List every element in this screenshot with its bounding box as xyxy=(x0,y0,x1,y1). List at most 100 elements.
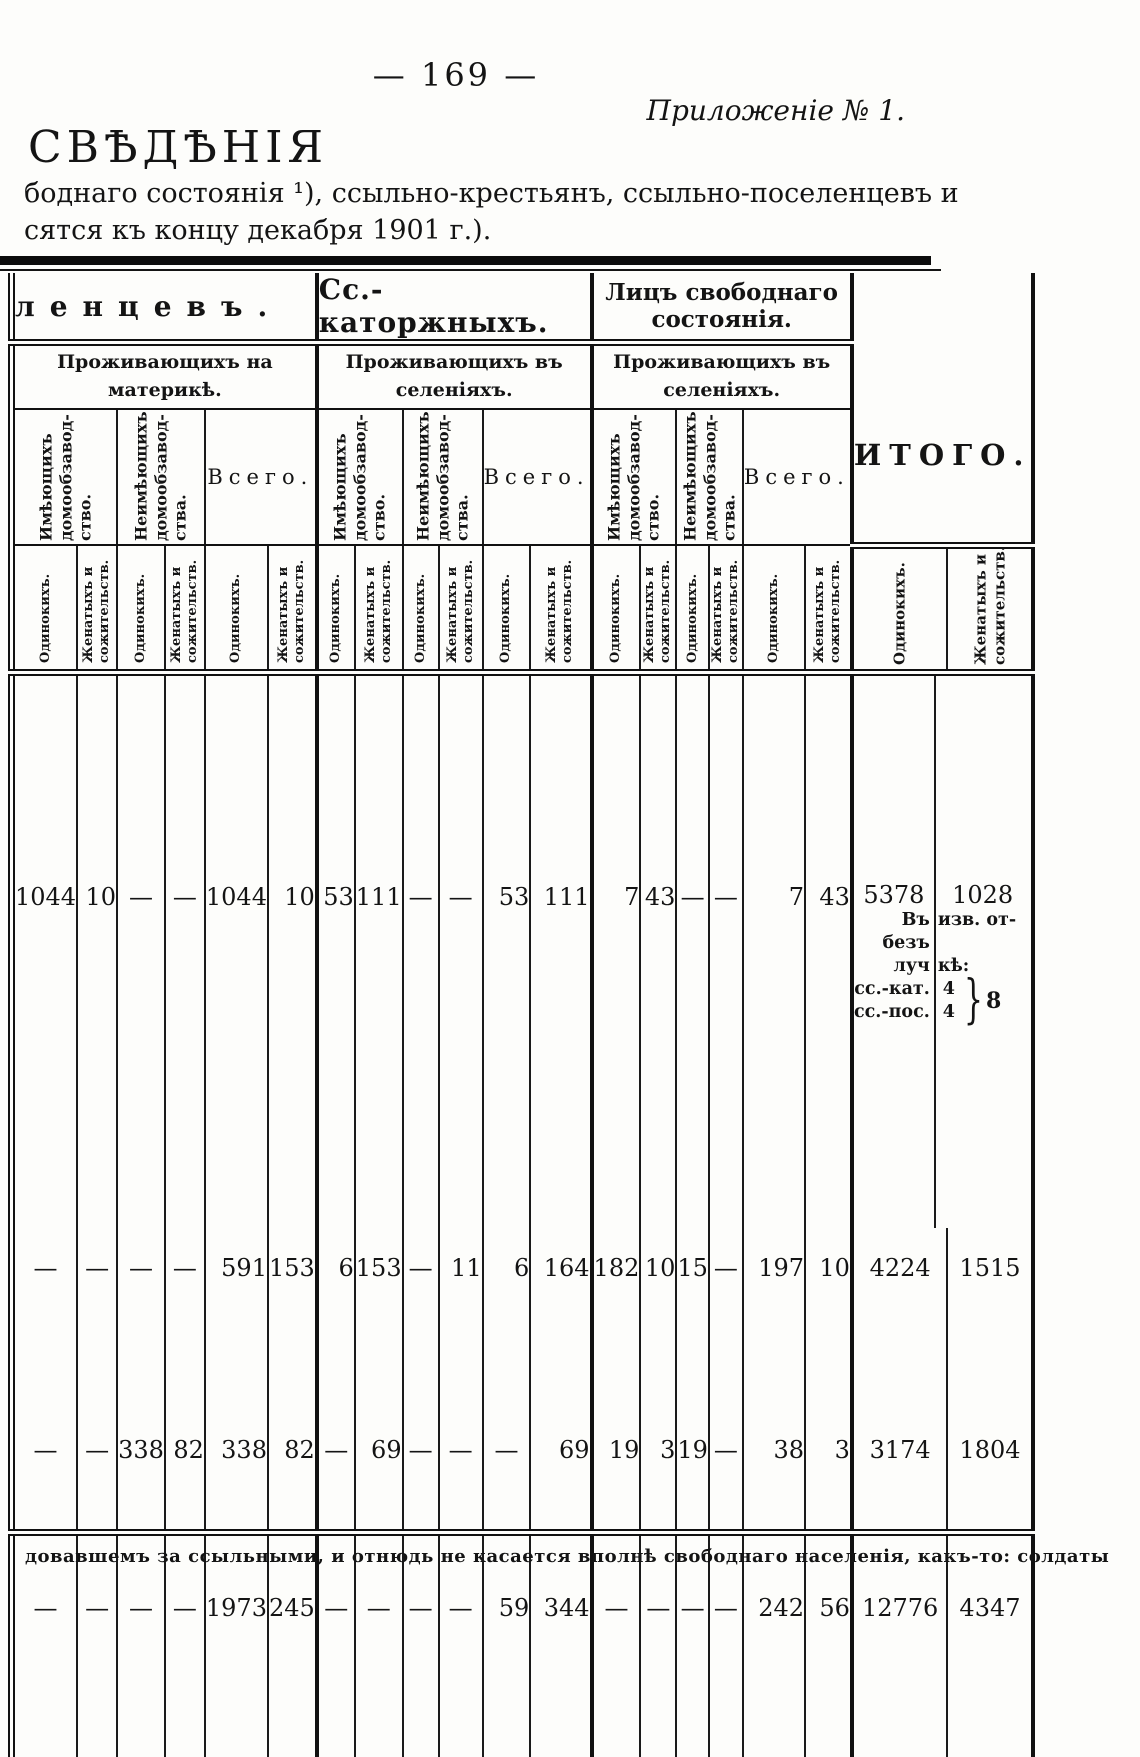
single-header: Одинокихъ. xyxy=(116,545,165,676)
cell: — xyxy=(163,1528,205,1757)
table-row: — — 338 82 338 82 — 69 — — — 69 19 3 19 … xyxy=(12,1403,1034,1532)
marital-status-row: Одинокихъ. Женатыхъ и сожительств. Одинок… xyxy=(11,545,1034,676)
cell: — xyxy=(707,1528,743,1757)
subtotal-header: Всего. xyxy=(481,409,592,546)
cell: 69 xyxy=(529,1403,592,1532)
table-row: — — — — 591 153 6 153 — 11 6 164 182 10 … xyxy=(12,1227,1034,1404)
group-settlers-header: ленцевъ. xyxy=(11,273,317,346)
cell: — xyxy=(401,1403,439,1532)
cell: — xyxy=(675,672,709,1228)
married-header: Женатыхъ и сожительств. xyxy=(353,545,403,676)
cell: 4224 xyxy=(849,1227,948,1404)
cell: 10 xyxy=(639,1227,677,1404)
group-free-status-line1: Лицъ свободнаго xyxy=(605,278,838,306)
total-cell-with-note: 5378 1028 Въ безъ изв. от- луч кѣ: сс.-кат… xyxy=(849,672,1034,1228)
cell: 1044 xyxy=(203,672,268,1228)
cell: — xyxy=(116,1227,165,1404)
cell: 53 xyxy=(481,672,531,1228)
cell: 59 xyxy=(481,1528,531,1757)
cell: 1804 xyxy=(946,1403,1034,1532)
cell: 69 xyxy=(353,1403,403,1532)
single-header: Одинокихъ. xyxy=(401,545,439,676)
cell: — xyxy=(675,1528,709,1757)
annex-label: Приложеніе № 1. xyxy=(646,94,905,127)
cell: 1515 xyxy=(946,1227,1034,1404)
cell: 43 xyxy=(639,672,677,1228)
cell: 1973 xyxy=(203,1528,268,1757)
intro-line-2: сятся къ концу декабря 1901 г.). xyxy=(24,215,492,246)
cell: 344 xyxy=(529,1528,592,1757)
cell: 3 xyxy=(804,1403,852,1532)
cell: — xyxy=(76,1403,118,1532)
absence-total: 8 xyxy=(985,987,1002,1014)
cell: 38 xyxy=(741,1403,806,1532)
cell: 242 xyxy=(741,1528,806,1757)
cell: 19 xyxy=(675,1403,709,1532)
cell: — xyxy=(437,1403,483,1532)
cell: — xyxy=(163,1227,205,1404)
statistics-table: ленцевъ. Сс.-каторжныхъ. Лицъ свободнаго… xyxy=(8,273,1036,1757)
having-household-header: Имѣющихъ домообзавод-ство. xyxy=(589,409,677,546)
subtotal-header: Всего. xyxy=(741,409,852,546)
cell: 6 xyxy=(314,1227,355,1404)
cell: 7 xyxy=(741,672,806,1228)
residence-villages-header-1: Проживающихъ въ селеніяхъ. xyxy=(314,342,592,410)
single-header: Одинокихъ. xyxy=(481,545,531,676)
cell: 245 xyxy=(266,1528,317,1757)
married-header: Женатыхъ и сожительств. xyxy=(163,545,205,676)
cell: — xyxy=(437,672,483,1228)
totals-row: — — — — 1973 245 — — — — 59 344 — — — — … xyxy=(11,1528,1034,1757)
single-header: Одинокихъ. xyxy=(314,545,355,676)
married-header: Женатыхъ и сожительств. xyxy=(529,545,592,676)
married-header: Женатыхъ и сожительств. xyxy=(946,545,1034,676)
cell: 12776 xyxy=(849,1528,948,1757)
cell: — xyxy=(163,672,205,1228)
intro-line-1: боднаго состоянія ¹), ссыльно-крестьянъ,… xyxy=(24,178,959,209)
brace-glyph: } xyxy=(963,969,983,1032)
married-header: Женатыхъ и сожительств. xyxy=(76,545,118,676)
residence-mainland-line2: материкѣ. xyxy=(108,379,222,401)
cell: — xyxy=(33,1253,58,1282)
married-header: Женатыхъ и сожительств. xyxy=(639,545,677,676)
residence-mainland-line1: Проживающихъ на xyxy=(57,351,273,374)
single-header: Одинокихъ. xyxy=(11,545,78,676)
cell: 82 xyxy=(266,1403,317,1532)
group-free-status-line2: состоянія. xyxy=(651,306,792,333)
not-having-household-header: Неимѣющихъ домообзавод-ства. xyxy=(675,409,743,546)
table-row: 1044 10 — — 1044 10 53 111 — — 53 111 7 … xyxy=(12,672,1034,1228)
absence-note-line1: Въ безъ изв. от- xyxy=(882,909,1017,953)
cell: 164 xyxy=(529,1227,592,1404)
cell: — xyxy=(401,1227,439,1404)
having-household-header: Имѣющихъ домообзавод-ство. xyxy=(314,409,403,546)
not-having-household-header: Неимѣющихъ домообзавод-ства. xyxy=(401,409,483,546)
cell: 182 xyxy=(589,1227,641,1404)
top-rule-thick xyxy=(0,256,931,265)
cell: 11 xyxy=(437,1227,483,1404)
cell: 82 xyxy=(163,1403,205,1532)
married-header: Женатыхъ и сожительств. xyxy=(804,545,852,676)
cell: 15 xyxy=(675,1227,709,1404)
cell: 1044 xyxy=(15,882,77,911)
cell: 338 xyxy=(203,1403,268,1532)
cell: 19 xyxy=(589,1403,641,1532)
cell: 153 xyxy=(353,1227,403,1404)
cell: — xyxy=(314,1528,355,1757)
cell: 3174 xyxy=(849,1403,948,1532)
subtotal-header: Всего. xyxy=(203,409,317,546)
cell: — xyxy=(639,1528,677,1757)
cell: — xyxy=(707,1227,743,1404)
residence-mainland-header: Проживающихъ на материкѣ. xyxy=(11,342,317,410)
residence-villages-line1: Проживающихъ въ xyxy=(345,351,563,374)
group-hard-labor-header: Сс.-каторжныхъ. xyxy=(314,273,592,346)
residence-villages-line2: селеніяхъ. xyxy=(663,379,781,401)
cell: 153 xyxy=(266,1227,317,1404)
top-rule-thin xyxy=(0,269,941,271)
household-row: Имѣющихъ домообзавод-ство. Неимѣющихъ домо… xyxy=(11,409,1034,546)
cell: — xyxy=(707,1403,743,1532)
cell: 56 xyxy=(804,1528,852,1757)
cell: 197 xyxy=(741,1227,806,1404)
residence-villages-line2: селеніяхъ. xyxy=(395,379,513,401)
cell: — xyxy=(76,1227,118,1404)
single-header: Одинокихъ. xyxy=(675,545,709,676)
cell: — xyxy=(76,1528,118,1757)
